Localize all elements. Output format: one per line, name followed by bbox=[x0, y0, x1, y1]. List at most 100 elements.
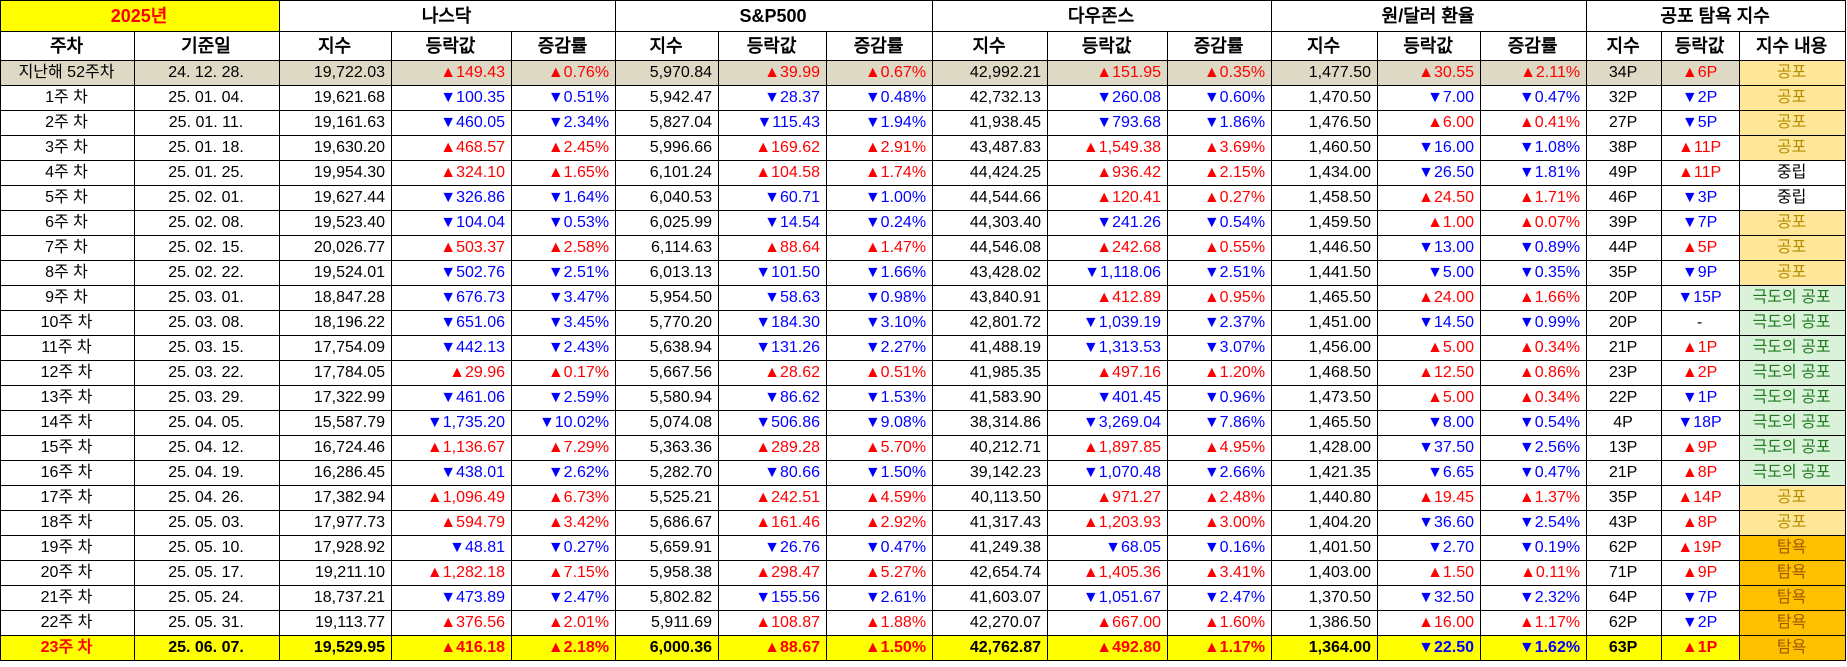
krw-rate-cell: ▼1.62% bbox=[1480, 635, 1588, 661]
dow-index-cell: 41,249.38 bbox=[932, 535, 1049, 561]
sp500-change-cell: ▼80.66 bbox=[718, 460, 828, 486]
fear-greed-status-cell: 공포 bbox=[1739, 235, 1847, 261]
nasdaq-rate-cell: ▼2.34% bbox=[511, 110, 617, 136]
sp500-index-cell: 5,580.94 bbox=[615, 385, 720, 411]
table-row: 3주 차 25. 01. 18. 19,630.20 ▲468.57 ▲2.45% 5,9… bbox=[0, 135, 1847, 161]
sp500-rate-cell: ▲4.59% bbox=[826, 485, 934, 511]
dow-rate-cell: ▲3.69% bbox=[1167, 135, 1273, 161]
table-row: 15주 차 25. 04. 12. 16,724.46 ▲1,136.67 ▲7.29%… bbox=[0, 435, 1847, 461]
dow-change-cell: ▲151.95 bbox=[1047, 60, 1169, 86]
table-row: 23주 차 25. 06. 07. 19,529.95 ▲416.18 ▲2.18% 6,… bbox=[0, 635, 1847, 661]
krw-index-cell: 1,465.50 bbox=[1271, 285, 1379, 311]
nasdaq-index-cell: 17,322.99 bbox=[279, 385, 393, 411]
krw-change-cell: ▲16.00 bbox=[1377, 610, 1482, 636]
date-cell: 25. 04. 12. bbox=[133, 435, 281, 461]
year-label: 2025년 bbox=[0, 0, 281, 32]
krw-change-cell: ▲5.00 bbox=[1377, 335, 1482, 361]
krw-rate-cell: ▼0.99% bbox=[1480, 310, 1588, 336]
week-cell: 19주 차 bbox=[0, 535, 135, 561]
fear-greed-status-cell: 탐욕 bbox=[1739, 585, 1847, 611]
dow-rate-cell: ▼2.37% bbox=[1167, 310, 1273, 336]
sp500-index-cell: 5,667.56 bbox=[615, 360, 720, 386]
dow-rate-cell: ▲0.27% bbox=[1167, 185, 1273, 211]
dow-change-cell: ▼1,070.48 bbox=[1047, 460, 1169, 486]
sp500-index-cell: 5,074.08 bbox=[615, 410, 720, 436]
column-header: 등락값 bbox=[718, 31, 828, 61]
nasdaq-rate-cell: ▲2.18% bbox=[511, 635, 617, 661]
table-row: 11주 차 25. 03. 15. 17,754.09 ▼442.13 ▼2.43% 5,… bbox=[0, 335, 1847, 361]
krw-change-cell: ▼5.00 bbox=[1377, 260, 1482, 286]
nasdaq-rate-cell: ▲2.01% bbox=[511, 610, 617, 636]
dow-index-cell: 42,732.13 bbox=[932, 85, 1049, 111]
fear-greed-change-cell: ▼1P bbox=[1661, 385, 1741, 411]
sp500-index-cell: 6,013.13 bbox=[615, 260, 720, 286]
column-header: 지수 내용 bbox=[1739, 31, 1847, 61]
nasdaq-change-cell: ▲468.57 bbox=[391, 135, 513, 161]
krw-index-cell: 1,404.20 bbox=[1271, 510, 1379, 536]
nasdaq-rate-cell: ▼0.51% bbox=[511, 85, 617, 111]
week-cell: 6주 차 bbox=[0, 210, 135, 236]
krw-index-cell: 1,370.50 bbox=[1271, 585, 1379, 611]
nasdaq-index-cell: 19,113.77 bbox=[279, 610, 393, 636]
column-header: 지수 bbox=[1586, 31, 1663, 61]
column-header: 증감률 bbox=[826, 31, 934, 61]
dow-index-cell: 42,801.72 bbox=[932, 310, 1049, 336]
sp500-index-cell: 6,114.63 bbox=[615, 235, 720, 261]
week-cell: 8주 차 bbox=[0, 260, 135, 286]
fear-greed-change-cell: ▼18P bbox=[1661, 410, 1741, 436]
fear-greed-index-cell: 35P bbox=[1586, 260, 1663, 286]
krw-change-cell: ▼2.70 bbox=[1377, 535, 1482, 561]
fear-greed-index-cell: 35P bbox=[1586, 485, 1663, 511]
fear-greed-change-cell: ▼2P bbox=[1661, 85, 1741, 111]
fear-greed-index-cell: 38P bbox=[1586, 135, 1663, 161]
week-cell: 16주 차 bbox=[0, 460, 135, 486]
nasdaq-change-cell: ▼326.86 bbox=[391, 185, 513, 211]
nasdaq-rate-cell: ▲2.45% bbox=[511, 135, 617, 161]
fear-greed-index-cell: 23P bbox=[1586, 360, 1663, 386]
fear-greed-status-cell: 중립 bbox=[1739, 185, 1847, 211]
table-row: 10주 차 25. 03. 08. 18,196.22 ▼651.06 ▼3.45% 5,… bbox=[0, 310, 1847, 336]
fear-greed-status-cell: 극도의 공포 bbox=[1739, 360, 1847, 386]
sp500-change-cell: ▲104.58 bbox=[718, 160, 828, 186]
date-cell: 25. 03. 22. bbox=[133, 360, 281, 386]
fear-greed-index-cell: 49P bbox=[1586, 160, 1663, 186]
krw-index-cell: 1,476.50 bbox=[1271, 110, 1379, 136]
nasdaq-index-cell: 19,627.44 bbox=[279, 185, 393, 211]
fear-greed-change-cell: ▲8P bbox=[1661, 460, 1741, 486]
dow-change-cell: ▲1,897.85 bbox=[1047, 435, 1169, 461]
sp500-change-cell: ▲161.46 bbox=[718, 510, 828, 536]
fear-greed-index-cell: 13P bbox=[1586, 435, 1663, 461]
krw-index-cell: 1,470.50 bbox=[1271, 85, 1379, 111]
sp500-index-cell: 5,958.38 bbox=[615, 560, 720, 586]
krw-index-cell: 1,473.50 bbox=[1271, 385, 1379, 411]
nasdaq-change-cell: ▼104.04 bbox=[391, 210, 513, 236]
dow-index-cell: 42,762.87 bbox=[932, 635, 1049, 661]
table-row: 16주 차 25. 04. 19. 16,286.45 ▼438.01 ▼2.62% 5,… bbox=[0, 460, 1847, 486]
krw-change-cell: ▲1.00 bbox=[1377, 210, 1482, 236]
dow-index-cell: 41,603.07 bbox=[932, 585, 1049, 611]
sp500-rate-cell: ▼0.47% bbox=[826, 535, 934, 561]
week-cell: 7주 차 bbox=[0, 235, 135, 261]
dow-index-cell: 41,938.45 bbox=[932, 110, 1049, 136]
sp500-index-cell: 5,686.67 bbox=[615, 510, 720, 536]
dow-change-cell: ▲242.68 bbox=[1047, 235, 1169, 261]
week-cell: 13주 차 bbox=[0, 385, 135, 411]
krw-rate-cell: ▼2.54% bbox=[1480, 510, 1588, 536]
table-row: 4주 차 25. 01. 25. 19,954.30 ▲324.10 ▲1.65% 6,1… bbox=[0, 160, 1847, 186]
week-cell: 5주 차 bbox=[0, 185, 135, 211]
fear-greed-status-cell: 공포 bbox=[1739, 110, 1847, 136]
column-header-row: 주차 기준일 지수 등락값 증감률 지수 등락값 증감률 지수 등락값 증감률 지수 등락값 증감률 지수 등… bbox=[0, 31, 1847, 61]
sp500-rate-cell: ▲1.47% bbox=[826, 235, 934, 261]
krw-index-cell: 1,468.50 bbox=[1271, 360, 1379, 386]
dow-rate-cell: ▲4.95% bbox=[1167, 435, 1273, 461]
krw-rate-cell: ▲1.37% bbox=[1480, 485, 1588, 511]
date-cell: 25. 02. 01. bbox=[133, 185, 281, 211]
sp500-index-cell: 5,827.04 bbox=[615, 110, 720, 136]
column-header: 등락값 bbox=[1047, 31, 1169, 61]
dow-rate-cell: ▼2.51% bbox=[1167, 260, 1273, 286]
fear-greed-index-cell: 39P bbox=[1586, 210, 1663, 236]
fear-greed-status-cell: 극도의 공포 bbox=[1739, 285, 1847, 311]
nasdaq-rate-cell: ▲1.65% bbox=[511, 160, 617, 186]
dow-rate-cell: ▲2.48% bbox=[1167, 485, 1273, 511]
fear-greed-index-cell: 71P bbox=[1586, 560, 1663, 586]
